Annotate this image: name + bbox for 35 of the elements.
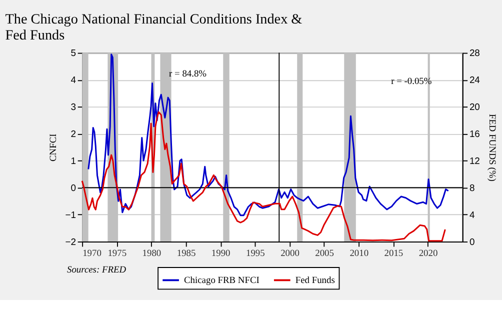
x-tick-label: 2020 [418, 249, 438, 260]
x-tick-label: 1975 [108, 249, 127, 260]
y2-tick-label: 24 [469, 74, 480, 86]
y2-axis-title: FED FUNDS (%) [486, 114, 496, 182]
x-tick-label: 1980 [142, 249, 162, 260]
y-tick-label: 4 [70, 74, 76, 86]
x-tick-label: 2005 [315, 249, 334, 260]
y-tick-label: 2 [70, 128, 76, 139]
y2-tick-label: 8 [469, 182, 475, 193]
x-tick-label: 1995 [246, 249, 266, 260]
x-tick-label: 1985 [176, 249, 196, 260]
y-tick-label: 3 [70, 101, 76, 112]
y-tick-label: 1 [70, 154, 76, 166]
y-tick-label: 5 [70, 47, 76, 58]
x-tick-label: 2000 [280, 249, 300, 260]
chart-title: The Chicago National Financial Conditions Index & Fed Funds [5, 12, 302, 44]
y-tick-label: −2 [65, 236, 76, 247]
legend-label: Chicago FRB NFCI [184, 276, 260, 286]
y-axis-title: CNFCI [48, 134, 59, 162]
x-tick-label: 2010 [350, 249, 369, 260]
y2-tick-label: 28 [469, 47, 480, 58]
x-tick-label: 1990 [211, 249, 231, 260]
x-tick-label: 2015 [384, 249, 404, 260]
legend-label: Fed Funds [295, 276, 336, 286]
y-tick-label: 0 [70, 182, 76, 193]
source-note: Sources: FRED [66, 266, 126, 276]
annotation: r = 84.8% [169, 69, 207, 80]
x-tick-label: 1970 [82, 249, 102, 260]
y2-tick-label: 12 [469, 154, 480, 166]
y2-tick-label: 20 [469, 101, 480, 112]
annotation: r = -0.05% [391, 76, 432, 87]
y2-tick-label: 16 [469, 128, 480, 139]
y-tick-label: −1 [65, 208, 76, 220]
y2-tick-label: 4 [469, 208, 475, 220]
y2-tick-label: 0 [469, 236, 475, 247]
